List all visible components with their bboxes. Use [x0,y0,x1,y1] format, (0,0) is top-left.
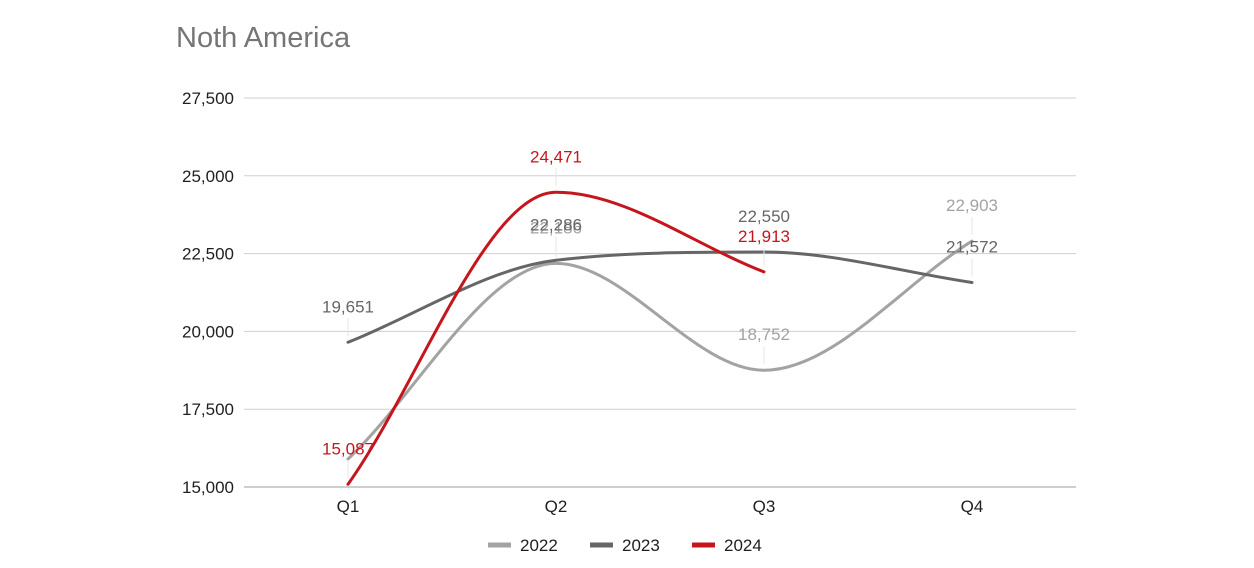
data-label-2023: 19,651 [322,297,374,316]
legend-label: 2022 [520,536,558,555]
data-label-2024: 15,087 [322,439,374,458]
data-label-2024: 24,471 [530,147,582,166]
x-tick-label: Q2 [545,497,568,516]
data-label-2023: 21,572 [946,237,998,256]
data-label-2022: 22,903 [946,196,998,215]
series-line-2023 [346,250,974,344]
x-tick-label: Q1 [337,497,360,516]
chart-title: Noth America [176,22,351,54]
data-label-2022: 22,186 [530,218,582,237]
data-label-2023: 22,286 [530,215,582,234]
y-tick-label: 15,000 [182,478,234,497]
legend-item-2024[interactable]: 2024 [692,536,762,555]
series-layer [346,190,974,486]
legend-item-2022[interactable]: 2022 [488,536,558,555]
data-label-2024: 21,913 [738,227,790,246]
legend[interactable]: 2022 2023 2024 [488,536,762,555]
legend-item-2023[interactable]: 2023 [590,536,660,555]
x-tick-label: Q4 [961,497,984,516]
data-label-2023: 22,550 [738,207,790,226]
series-line-2024 [346,190,766,486]
data-label-layer: 22,186 18,752 22,903 19,651 22,286 22,550 21,5… [322,147,998,479]
y-tick-label: 22,500 [182,245,234,264]
y-tick-label: 25,000 [182,167,234,186]
legend-label: 2023 [622,536,660,555]
legend-label: 2024 [724,536,762,555]
grid-layer: 15,000 17,500 20,000 22,500 25,000 27,500 Q1 Q2… [182,89,1076,516]
series-line-2022 [346,239,974,461]
y-tick-label: 17,500 [182,400,234,419]
y-tick-label: 27,500 [182,89,234,108]
data-label-2022: 18,752 [738,325,790,344]
y-tick-label: 20,000 [182,322,234,341]
x-tick-label: Q3 [753,497,776,516]
